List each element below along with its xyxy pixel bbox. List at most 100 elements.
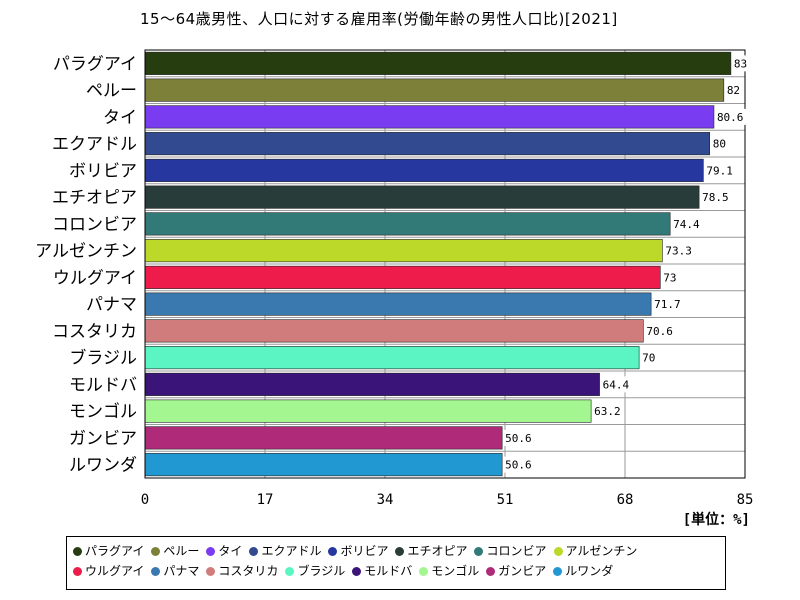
legend-label: ボリビア [340, 544, 389, 558]
data-label-bg [731, 55, 750, 72]
data-label-bg [661, 269, 680, 286]
legend-item: タイ [206, 541, 242, 561]
legend: パラグアイ ペルー タイ エクアドル ボリビア エチオピア コロンビア アルゼンチンウルグアイ… [66, 536, 726, 590]
bar [144, 426, 503, 450]
x-tick-label: 34 [377, 492, 394, 508]
legend-item: ブラジル [285, 561, 345, 581]
legend-marker [285, 567, 295, 576]
legend-label: アルゼンチン [565, 544, 638, 558]
data-label: 83 [734, 57, 747, 70]
category-label: モンゴル [69, 401, 137, 422]
legend-label: ペルー [163, 544, 200, 558]
category-label: モルドバ [69, 375, 137, 395]
bar [144, 239, 663, 263]
data-label-bg [714, 108, 747, 125]
legend-item: ボリビア [328, 541, 388, 561]
bar [144, 158, 704, 182]
legend-label: パラグアイ [85, 544, 145, 558]
bar [144, 346, 640, 370]
unit-label: [単位：%] [682, 512, 750, 528]
legend-label: タイ [218, 544, 243, 558]
legend-marker [419, 567, 429, 576]
legend-item: ウルグアイ [73, 561, 144, 581]
bar [144, 105, 715, 129]
category-label: ルワンダ [69, 456, 137, 476]
bar [144, 453, 503, 477]
legend-marker [249, 547, 259, 556]
legend-item: パナマ [151, 561, 199, 581]
category-label: ウルグアイ [53, 268, 137, 288]
legend-marker [328, 547, 338, 556]
legend-label: コロンビア [486, 544, 547, 558]
data-label: 70 [642, 352, 655, 365]
legend-marker [73, 567, 82, 576]
data-label: 64.4 [603, 378, 630, 391]
legend-item: ペルー [151, 541, 199, 561]
data-label-bg [592, 403, 625, 420]
legend-item: エクアドル [249, 541, 321, 561]
legend-marker [553, 547, 563, 556]
category-label: アルゼンチン [35, 242, 137, 262]
data-label: 70.6 [646, 325, 673, 338]
data-label-bg [663, 242, 696, 259]
data-label-bg [644, 322, 677, 339]
legend-marker [474, 547, 484, 556]
x-tick-label: 68 [617, 492, 634, 508]
data-label-bg [652, 296, 685, 313]
legend-label: パナマ [163, 564, 200, 578]
legend-marker [486, 567, 496, 576]
bar [144, 51, 732, 75]
legend-label: エチオピア [407, 544, 468, 558]
data-label-bg [700, 189, 733, 206]
legend-label: モンゴル [431, 564, 480, 578]
legend-item: パラグアイ [73, 541, 144, 561]
category-label: コスタリカ [52, 322, 137, 342]
legend-marker [206, 567, 216, 576]
legend-marker [352, 567, 362, 576]
legend-label: エクアドル [261, 544, 322, 558]
bar [144, 319, 644, 343]
category-label: パナマ [86, 295, 137, 315]
category-label: パラグアイ [53, 54, 137, 74]
data-label: 78.5 [702, 191, 729, 204]
data-label: 74.4 [673, 218, 700, 231]
bar [144, 399, 592, 423]
legend-marker [151, 567, 161, 576]
legend-marker [553, 567, 563, 576]
legend-label: ルワンダ [565, 564, 614, 578]
plot-frame [144, 49, 746, 479]
legend-item: ルワンダ [553, 561, 613, 581]
legend-item: モルドバ [352, 561, 412, 581]
legend-marker [206, 547, 216, 556]
data-label: 73.3 [665, 245, 692, 258]
legend-item: コスタリカ [206, 561, 278, 581]
x-tick-label: 51 [497, 492, 514, 508]
legend-item: アルゼンチン [553, 541, 638, 561]
legend-item: コロンビア [474, 541, 547, 561]
bar [144, 78, 725, 102]
legend-label: ブラジル [297, 564, 346, 578]
data-label: 63.2 [594, 405, 621, 418]
bar [144, 292, 652, 316]
data-label: 50.6 [505, 459, 532, 472]
bar [144, 372, 600, 396]
category-label: エクアドル [52, 135, 137, 155]
x-tick-label: 0 [141, 492, 149, 508]
data-label-bg [640, 349, 659, 366]
data-label-bg [710, 135, 729, 152]
category-label: ペルー [86, 81, 137, 101]
data-label: 80.6 [717, 111, 744, 124]
data-label-bg [671, 215, 704, 232]
category-label: ガンビア [69, 429, 137, 449]
data-label-bg [503, 429, 536, 446]
legend-marker [73, 547, 82, 556]
data-label: 79.1 [706, 164, 733, 177]
category-label: タイ [103, 108, 137, 128]
category-label: コロンビア [52, 215, 137, 235]
bar [144, 265, 661, 289]
x-tick-label: 17 [257, 492, 274, 508]
bar [144, 132, 711, 156]
data-label-bg [503, 456, 536, 473]
data-label-bg [704, 162, 737, 179]
